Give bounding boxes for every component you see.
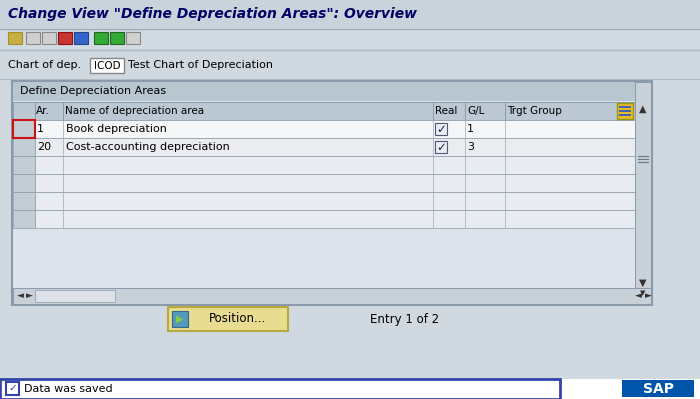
- Text: Define Depreciation Areas: Define Depreciation Areas: [20, 86, 166, 96]
- Bar: [617, 103, 633, 119]
- Bar: [35, 210, 635, 228]
- Bar: [35, 138, 635, 156]
- Text: Test Chart of Depreciation: Test Chart of Depreciation: [128, 60, 273, 70]
- Bar: [26, 32, 40, 44]
- Text: Real: Real: [435, 106, 457, 116]
- Bar: [0, 379, 560, 399]
- Bar: [35, 120, 635, 138]
- Bar: [13, 120, 35, 138]
- Text: 1: 1: [37, 124, 44, 134]
- Bar: [435, 141, 447, 153]
- Bar: [13, 174, 35, 192]
- Bar: [8, 32, 22, 44]
- Bar: [0, 28, 700, 50]
- Bar: [42, 32, 56, 44]
- Bar: [74, 32, 88, 44]
- Bar: [0, 50, 700, 79]
- Bar: [94, 32, 108, 44]
- Bar: [12, 81, 652, 305]
- Text: Book depreciation: Book depreciation: [66, 124, 167, 134]
- Text: Entry 1 of 2: Entry 1 of 2: [370, 312, 439, 326]
- Text: Cost-accounting depreciation: Cost-accounting depreciation: [66, 142, 230, 152]
- Bar: [58, 32, 72, 44]
- Bar: [13, 82, 651, 101]
- Text: G/L: G/L: [467, 106, 484, 116]
- Bar: [13, 192, 35, 210]
- Text: ▲: ▲: [639, 104, 647, 114]
- Text: 1: 1: [467, 124, 474, 134]
- Text: ✓: ✓: [8, 383, 17, 393]
- Bar: [0, 0, 700, 28]
- Bar: [13, 102, 635, 120]
- Bar: [35, 290, 115, 302]
- Text: Chart of dep.: Chart of dep.: [8, 60, 81, 70]
- Bar: [172, 311, 188, 327]
- Bar: [168, 307, 288, 331]
- Text: SAP: SAP: [643, 382, 673, 396]
- Text: ✓: ✓: [436, 122, 446, 136]
- Text: ◄: ◄: [635, 292, 641, 300]
- Bar: [0, 379, 700, 399]
- Bar: [622, 380, 694, 397]
- Bar: [435, 123, 447, 135]
- Bar: [619, 113, 631, 116]
- Bar: [13, 210, 35, 228]
- Bar: [13, 288, 651, 304]
- Text: ►: ►: [645, 292, 652, 300]
- Text: ◄: ◄: [17, 292, 23, 300]
- Text: Ar.: Ar.: [36, 106, 50, 116]
- Text: 20: 20: [37, 142, 51, 152]
- Bar: [35, 174, 635, 192]
- Text: Data was saved: Data was saved: [24, 384, 113, 394]
- Text: ICOD: ICOD: [94, 61, 120, 71]
- Bar: [126, 32, 140, 44]
- Text: 3: 3: [467, 142, 474, 152]
- Text: ►: ►: [26, 292, 32, 300]
- Text: ▶: ▶: [176, 314, 183, 324]
- Bar: [619, 105, 631, 108]
- Bar: [13, 156, 35, 174]
- Bar: [35, 192, 635, 210]
- Text: Name of depreciation area: Name of depreciation area: [65, 106, 204, 116]
- Bar: [6, 382, 19, 395]
- Text: ▼: ▼: [639, 278, 647, 288]
- Bar: [619, 109, 631, 112]
- Text: ✓: ✓: [436, 140, 446, 154]
- Text: ▼: ▼: [640, 290, 645, 296]
- Bar: [110, 32, 124, 44]
- Bar: [35, 156, 635, 174]
- Text: Position...: Position...: [209, 312, 267, 326]
- Bar: [13, 120, 35, 138]
- Bar: [90, 58, 124, 73]
- Bar: [13, 138, 35, 156]
- Text: Change View "Define Depreciation Areas": Overview: Change View "Define Depreciation Areas":…: [8, 7, 417, 21]
- Bar: [635, 82, 651, 304]
- Text: Trgt Group: Trgt Group: [507, 106, 562, 116]
